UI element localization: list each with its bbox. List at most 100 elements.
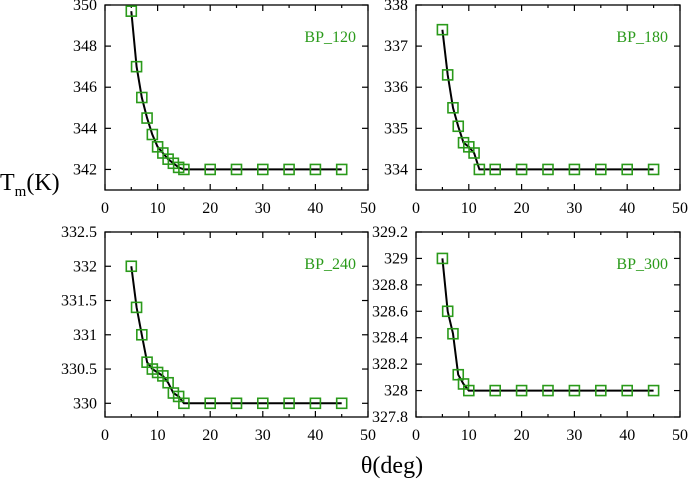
- data-point: [441, 305, 454, 318]
- data-point: [515, 163, 528, 176]
- x-tick-label: 30: [255, 200, 271, 217]
- y-tick-label: 328.8: [372, 277, 408, 294]
- data-point: [141, 112, 153, 124]
- data-point: [178, 397, 190, 410]
- x-tick-label: 20: [514, 200, 530, 217]
- y-tick-label: 342: [73, 161, 97, 178]
- data-point: [125, 5, 138, 17]
- y-tick-label: 327.8: [372, 409, 408, 426]
- data-point: [447, 101, 459, 114]
- y-tick-label: 337: [384, 38, 408, 55]
- x-tick-label: 10: [150, 427, 166, 444]
- y-tick-label: 330: [73, 395, 97, 412]
- data-point: [515, 384, 528, 397]
- data-point: [178, 163, 190, 176]
- data-point: [542, 384, 554, 397]
- chart-panel-bp-300: 0 10 20 30 40 50 327.8 328 328.2 328.4 328.6 328.8 3…: [372, 224, 688, 444]
- x-tick-label: 0: [101, 427, 109, 444]
- chart-panels: 0 10 20 30 40 50 342 344 346 348 350 BP_120 0 10 20 30 4…: [61, 0, 688, 444]
- y-tick-label: 328.6: [372, 303, 408, 320]
- y-tick-label: 328.4: [372, 330, 408, 347]
- x-tick-label: 30: [255, 427, 271, 444]
- y-tick-label: 328.2: [372, 356, 408, 373]
- data-point: [436, 23, 449, 36]
- data-point: [335, 163, 348, 176]
- series-line: [441, 29, 654, 171]
- data-point: [230, 397, 243, 410]
- panel-label: BP_180: [616, 29, 668, 46]
- data-point: [204, 163, 216, 176]
- y-tick-label: 329: [384, 250, 408, 267]
- data-point: [473, 163, 486, 176]
- data-point: [309, 397, 322, 410]
- data-point: [542, 163, 554, 176]
- y-tick-label: 329.2: [372, 224, 408, 241]
- y-tick-label: 332.5: [61, 224, 97, 241]
- data-point: [621, 384, 634, 397]
- y-tick-label: 335: [384, 120, 408, 137]
- data-point: [130, 60, 143, 73]
- x-tick-label: 20: [202, 200, 218, 217]
- y-tick-label: 346: [73, 79, 97, 96]
- y-axis-title-unit: (K): [26, 170, 59, 196]
- data-point: [647, 384, 660, 397]
- data-point: [283, 397, 295, 410]
- data-point: [621, 163, 634, 176]
- data-point: [130, 301, 143, 314]
- y-tick-label: 338: [384, 0, 408, 14]
- x-tick-label: 30: [566, 427, 582, 444]
- panel-label: BP_300: [616, 256, 668, 273]
- panel-label: BP_240: [304, 256, 356, 273]
- chart-panel-bp-180: 0 10 20 30 40 50 334 335 336 337 338 BP_180: [384, 0, 688, 217]
- data-point: [256, 163, 269, 176]
- x-tick-label: 0: [101, 200, 109, 217]
- y-tick-label: 336: [384, 79, 408, 96]
- data-point: [647, 163, 660, 176]
- x-axis-title: θ(deg): [361, 453, 423, 479]
- x-tick-label: 10: [461, 427, 477, 444]
- data-point: [441, 69, 454, 81]
- data-point: [230, 163, 243, 176]
- data-point: [489, 384, 502, 397]
- data-point: [136, 328, 148, 341]
- y-tick-label: 328: [384, 383, 408, 400]
- data-point: [146, 128, 159, 141]
- x-tick-label: 10: [150, 200, 166, 217]
- y-tick-label: 330.5: [61, 361, 97, 378]
- panel-label: BP_120: [304, 29, 356, 46]
- chart-panel-bp-120: 0 10 20 30 40 50 342 344 346 348 350 BP_120: [73, 0, 376, 217]
- data-point: [489, 163, 502, 176]
- x-tick-label: 10: [461, 200, 477, 217]
- data-point: [204, 397, 216, 410]
- x-tick-label: 40: [619, 200, 635, 217]
- data-point: [594, 384, 607, 397]
- y-tick-label: 348: [73, 38, 97, 55]
- x-tick-label: 40: [619, 427, 635, 444]
- y-tick-label: 331.5: [61, 293, 97, 310]
- x-tick-label: 50: [360, 427, 376, 444]
- y-tick-label: 332: [73, 258, 97, 275]
- x-tick-label: 30: [566, 200, 582, 217]
- data-point: [335, 397, 348, 410]
- x-tick-label: 40: [307, 427, 323, 444]
- y-axis-title-sub: m: [15, 184, 27, 200]
- chart-panel-bp-240: 0 10 20 30 40 50 330 330.5 331 331.5 332 332.5 BP_24…: [61, 224, 376, 444]
- data-point: [447, 327, 459, 340]
- data-point: [283, 163, 295, 176]
- y-tick-label: 331: [73, 327, 97, 344]
- data-point: [568, 163, 581, 176]
- x-tick-label: 50: [360, 200, 376, 217]
- x-tick-label: 0: [412, 427, 420, 444]
- x-tick-label: 50: [672, 427, 688, 444]
- y-axis-title-main: T: [0, 170, 15, 196]
- data-point: [136, 91, 148, 104]
- y-tick-label: 350: [73, 0, 97, 14]
- data-point: [468, 147, 480, 159]
- series-line: [441, 258, 654, 392]
- data-point: [125, 260, 138, 273]
- data-point: [256, 397, 269, 410]
- y-tick-label: 344: [73, 120, 97, 137]
- x-tick-label: 50: [672, 200, 688, 217]
- y-axis-title: Tm(K): [0, 170, 60, 200]
